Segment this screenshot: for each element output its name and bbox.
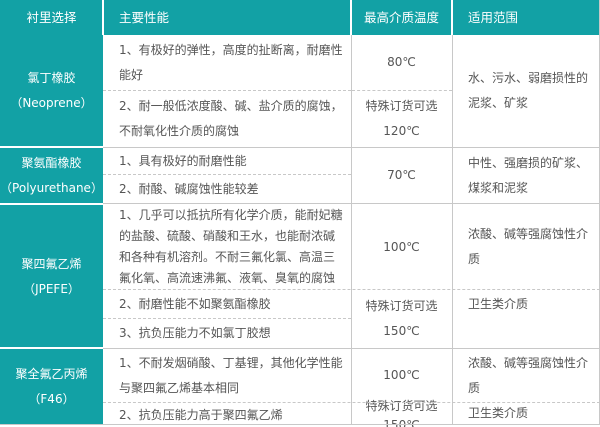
text-line: 特殊订货可选 — [365, 99, 438, 113]
text-line: 中性、强磨损的矿浆、 — [468, 155, 589, 170]
text-line: 卫生类介质 — [468, 297, 529, 311]
text-line: 和各种有机溶剂。不耐三氟化氯、高温三 — [119, 250, 336, 264]
text-line: 2、耐酸、碱腐蚀性能较差 — [119, 181, 259, 196]
dashed-divider — [103, 174, 351, 175]
scope-cell: 中性、强磨损的矿浆、 煤浆和泥浆 — [452, 148, 600, 203]
divider — [0, 203, 103, 205]
scope-cell: 浓酸、碱等强腐蚀性介 质 — [452, 205, 600, 289]
temp-cell: 80℃ — [351, 35, 452, 90]
text-line: 150℃ — [383, 418, 420, 427]
header-max-temp: 最高介质温度 — [351, 0, 452, 35]
divider — [0, 146, 103, 148]
temp-cell: 100℃ — [351, 349, 452, 402]
temp-cell: 特殊订货可选 150℃ — [351, 399, 452, 427]
text-line: 150℃ — [383, 324, 420, 338]
divider — [451, 0, 453, 35]
temp-cell: 特殊订货可选 120℃ — [351, 91, 452, 147]
divider — [452, 35, 453, 424]
text-line: 2、耐磨性能不如聚氨酯橡胶 — [119, 296, 271, 311]
property-cell: 2、耐一般低浓度酸、碱、盐介质的腐蚀， 不耐氧化性介质的腐蚀 — [103, 91, 351, 147]
lining-name: 聚全氟乙丙烯 — [15, 366, 88, 381]
temp-cell: 特殊订货可选 150℃ — [351, 290, 452, 348]
property-cell: 3、抗负压能力不如氯丁胶想 — [103, 319, 351, 348]
text-line: 与聚四氟乙烯基本相同 — [119, 380, 240, 395]
text-line: 能好 — [119, 67, 144, 82]
text-line: 卫生类介质 — [468, 406, 529, 420]
lining-english: （Polyurethane） — [0, 180, 103, 195]
text-line: 120℃ — [383, 124, 420, 138]
lining-english: （JPEFE） — [23, 281, 80, 296]
header-text: 衬里选择 — [26, 10, 77, 25]
lining-polyurethane: 聚氨酯橡胶 （Polyurethane） — [0, 148, 103, 203]
property-cell: 2、抗负压能力高于聚四氟乙烯 — [103, 403, 351, 424]
header-text: 最高介质温度 — [363, 10, 439, 25]
text-line: 的盐酸、硫酸、硝酸和王水，也能耐浓碱 — [119, 229, 336, 243]
text-line: 100℃ — [383, 239, 420, 254]
property-cell: 1、具有极好的耐磨性能 — [103, 148, 351, 174]
divider — [350, 0, 352, 35]
text-line: 1、有极好的弹性，高度的扯断离，耐磨性 — [119, 42, 343, 57]
lining-ptfe: 聚四氟乙烯 （JPEFE） — [0, 205, 103, 348]
text-line: 泥浆、矿浆 — [468, 96, 529, 110]
divider — [103, 147, 600, 148]
text-line: 70℃ — [387, 168, 416, 182]
lining-english: （F46） — [28, 391, 75, 406]
divider — [103, 203, 600, 204]
header-properties: 主要性能 — [103, 0, 351, 35]
text-line: 1、不耐发烟硝酸、丁基锂，其他化学性能 — [119, 355, 343, 370]
text-line: 100℃ — [383, 368, 420, 382]
text-line: 特殊订货可选 — [365, 299, 438, 313]
text-line: 2、抗负压能力高于聚四氟乙烯 — [119, 408, 283, 422]
text-line: 1、几乎可以抵抗所有化学介质，能耐妃糖 — [119, 208, 343, 222]
text-line: 氟化氧、高流速沸氟、液氧、臭氧的腐蚀 — [119, 271, 336, 285]
header-lining: 衬里选择 — [0, 0, 103, 35]
dashed-divider — [103, 402, 600, 403]
text-line: 特殊订货可选 — [365, 399, 438, 413]
scope-cell: 卫生类介质 — [452, 290, 600, 348]
divider — [103, 348, 600, 349]
text-line: 浓酸、碱等强腐蚀性介 — [468, 227, 589, 241]
text-line: 不耐氧化性介质的腐蚀 — [119, 124, 240, 138]
temp-cell: 100℃ — [351, 205, 452, 289]
divider — [0, 424, 600, 425]
scope-cell: 卫生类介质 — [452, 403, 600, 424]
dashed-divider — [103, 289, 600, 290]
lining-neoprene: 氯丁橡胶 （Neoprene） — [0, 35, 103, 147]
text-line: 1、具有极好的耐磨性能 — [119, 153, 247, 168]
header-text: 适用范围 — [468, 10, 519, 25]
text-line: 3、抗负压能力不如氯丁胶想 — [119, 326, 271, 340]
scope-cell: 水、污水、弱磨损性的 泥浆、矿浆 — [452, 35, 600, 147]
scope-cell: 浓酸、碱等强腐蚀性介 质 — [452, 349, 600, 402]
divider — [102, 0, 104, 35]
lining-name: 聚四氟乙烯 — [21, 256, 82, 271]
dashed-divider — [103, 90, 351, 91]
lining-english: （Neoprene） — [10, 96, 93, 110]
property-cell: 1、几乎可以抵抗所有化学介质，能耐妃糖 的盐酸、硫酸、硝酸和王水，也能耐浓碱 和… — [103, 205, 351, 289]
header-text: 主要性能 — [119, 10, 170, 25]
text-line: 煤浆和泥浆 — [468, 180, 529, 195]
header-scope: 适用范围 — [452, 0, 600, 35]
property-cell: 2、耐磨性能不如聚氨酯橡胶 — [103, 290, 351, 318]
text-line: 80℃ — [387, 55, 416, 69]
property-cell: 1、有极好的弹性，高度的扯断离，耐磨性 能好 — [103, 35, 351, 90]
lining-name: 氯丁橡胶 — [27, 71, 76, 85]
text-line: 质 — [468, 252, 481, 266]
text-line: 浓酸、碱等强腐蚀性介 — [468, 355, 589, 370]
divider — [351, 35, 352, 424]
dashed-divider — [103, 318, 351, 319]
text-line: 2、耐一般低浓度酸、碱、盐介质的腐蚀， — [119, 99, 343, 113]
divider — [0, 347, 103, 349]
temp-cell: 70℃ — [351, 148, 452, 203]
property-cell: 2、耐酸、碱腐蚀性能较差 — [103, 175, 351, 203]
text-line: 质 — [468, 380, 481, 395]
lining-name: 聚氨酯橡胶 — [21, 155, 82, 170]
dashed-divider — [352, 90, 452, 91]
property-cell: 1、不耐发烟硝酸、丁基锂，其他化学性能 与聚四氟乙烯基本相同 — [103, 349, 351, 402]
text-line: 水、污水、弱磨损性的 — [468, 71, 589, 85]
lining-fep: 聚全氟乙丙烯 （F46） — [0, 349, 103, 424]
